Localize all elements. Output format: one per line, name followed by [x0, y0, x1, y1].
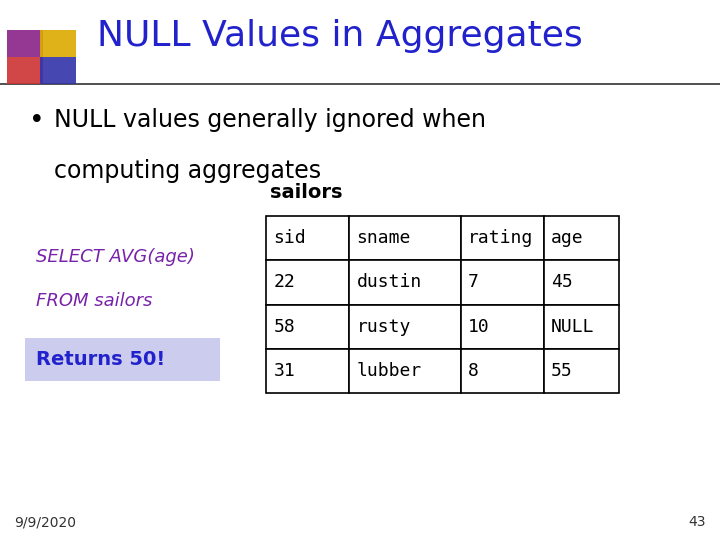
- Text: 31: 31: [274, 362, 295, 380]
- Bar: [461, 349, 544, 393]
- Text: age: age: [551, 229, 583, 247]
- Bar: [349, 260, 461, 305]
- Bar: [544, 216, 619, 260]
- Bar: [544, 349, 619, 393]
- Text: lubber: lubber: [356, 362, 422, 380]
- Text: SELECT AVG(age): SELECT AVG(age): [36, 248, 195, 266]
- FancyBboxPatch shape: [7, 57, 43, 84]
- FancyBboxPatch shape: [40, 30, 76, 57]
- Bar: [461, 260, 544, 305]
- Text: 55: 55: [551, 362, 572, 380]
- Text: 8: 8: [468, 362, 479, 380]
- Text: Returns 50!: Returns 50!: [36, 349, 166, 369]
- Bar: [266, 305, 349, 349]
- Text: sailors: sailors: [270, 184, 343, 202]
- Text: sid: sid: [274, 229, 306, 247]
- Bar: [461, 305, 544, 349]
- Bar: [544, 305, 619, 349]
- Text: NULL: NULL: [551, 318, 594, 336]
- Text: sname: sname: [356, 229, 411, 247]
- Text: NULL values generally ignored when: NULL values generally ignored when: [54, 108, 486, 132]
- FancyBboxPatch shape: [7, 30, 43, 57]
- FancyBboxPatch shape: [25, 338, 220, 381]
- Bar: [544, 260, 619, 305]
- Bar: [461, 216, 544, 260]
- FancyBboxPatch shape: [40, 57, 76, 84]
- Text: 7: 7: [468, 273, 479, 292]
- Bar: [266, 260, 349, 305]
- Bar: [349, 305, 461, 349]
- Text: computing aggregates: computing aggregates: [54, 159, 321, 183]
- Text: 58: 58: [274, 318, 295, 336]
- Bar: [266, 349, 349, 393]
- Text: 10: 10: [468, 318, 490, 336]
- Bar: [349, 349, 461, 393]
- Text: 43: 43: [688, 515, 706, 529]
- Text: FROM sailors: FROM sailors: [36, 292, 153, 309]
- Text: rusty: rusty: [356, 318, 411, 336]
- Text: rating: rating: [468, 229, 534, 247]
- Text: •: •: [29, 108, 45, 134]
- Text: 9/9/2020: 9/9/2020: [14, 515, 76, 529]
- Text: NULL Values in Aggregates: NULL Values in Aggregates: [97, 19, 583, 53]
- Bar: [266, 216, 349, 260]
- Text: 45: 45: [551, 273, 572, 292]
- Text: 22: 22: [274, 273, 295, 292]
- Text: dustin: dustin: [356, 273, 422, 292]
- Bar: [349, 216, 461, 260]
